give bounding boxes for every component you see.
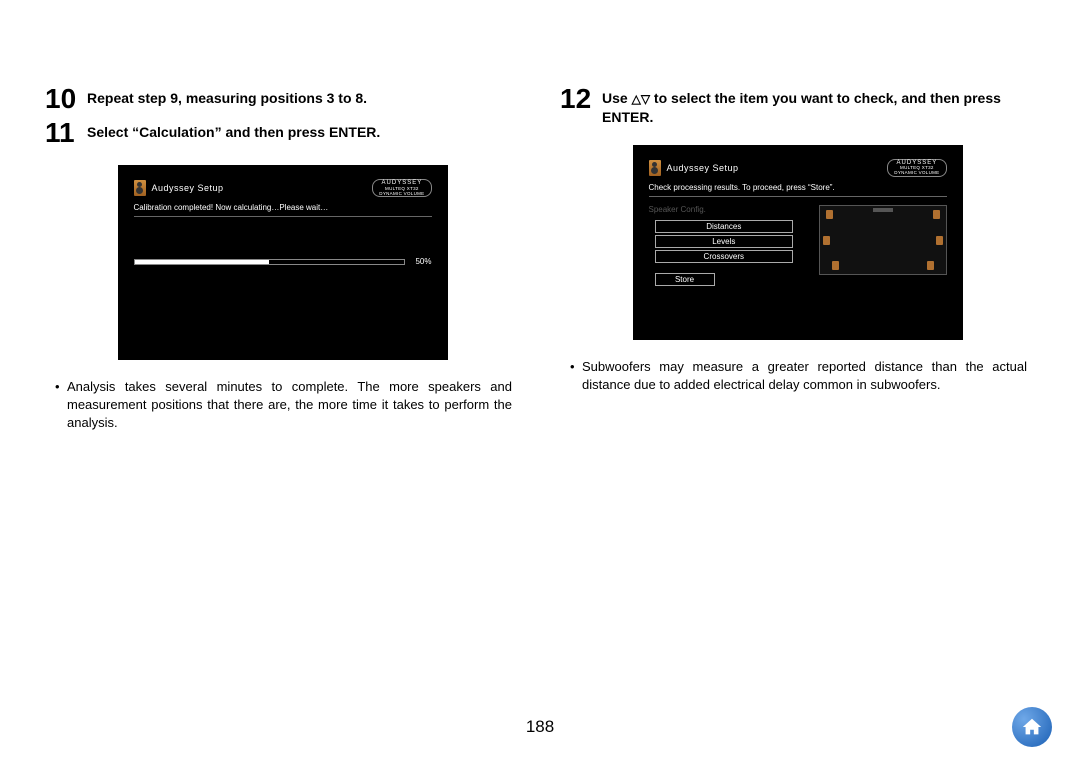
logo-sub2: DYNAMIC VOLUME [379, 192, 424, 197]
speaker-dot [927, 261, 934, 270]
step12-post: to select the item you want to check, an… [602, 90, 1001, 125]
note-wrap: Analysis takes several minutes to comple… [45, 378, 520, 433]
screenshot-header: Audyssey Setup AUDYSSEY MULTEQ XT32 DYNA… [134, 179, 432, 197]
left-column: 10 Repeat step 9, measuring positions 3 … [45, 85, 520, 433]
speaker-icon [134, 180, 146, 196]
up-triangle-icon: △ [632, 91, 641, 107]
analysis-note: Analysis takes several minutes to comple… [53, 378, 512, 433]
screenshot-title: Audyssey Setup [667, 163, 739, 173]
speaker-dot [823, 236, 830, 245]
progress-bar [134, 259, 406, 265]
speaker-layout-diagram [819, 205, 946, 275]
screenshot-subtitle: Calibration completed! Now calculating…P… [134, 203, 432, 212]
step-number: 11 [45, 119, 87, 147]
speaker-dot [933, 210, 940, 219]
step-10: 10 Repeat step 9, measuring positions 3 … [45, 85, 520, 113]
screenshot-title: Audyssey Setup [152, 183, 224, 193]
screenshot-header: Audyssey Setup AUDYSSEY MULTEQ XT32 DYNA… [649, 159, 947, 177]
step-number: 10 [45, 85, 87, 113]
divider [134, 216, 432, 217]
step-11: 11 Select “Calculation” and then press E… [45, 119, 520, 147]
menu-item-distances: Distances [655, 220, 794, 233]
menu-item-levels: Levels [655, 235, 794, 248]
note-wrap: Subwoofers may measure a greater reporte… [560, 358, 1035, 394]
right-column: 12 Use △▽ to select the item you want to… [560, 85, 1035, 433]
audyssey-logo: AUDYSSEY MULTEQ XT32 DYNAMIC VOLUME [887, 159, 946, 177]
home-button[interactable] [1012, 707, 1052, 747]
step12-pre: Use [602, 90, 632, 106]
step-text: Use △▽ to select the item you want to ch… [602, 85, 1035, 127]
screenshot-subtitle: Check processing results. To proceed, pr… [649, 183, 947, 192]
step-number: 12 [560, 85, 602, 113]
results-screenshot: Audyssey Setup AUDYSSEY MULTEQ XT32 DYNA… [633, 145, 963, 340]
store-button: Store [655, 273, 715, 286]
home-icon [1021, 716, 1043, 738]
results-body: Speaker Config. Distances Levels Crossov… [649, 205, 947, 286]
center-speaker [873, 208, 893, 212]
step-12: 12 Use △▽ to select the item you want to… [560, 85, 1035, 127]
progress-label: 50% [415, 257, 431, 266]
audyssey-logo: AUDYSSEY MULTEQ XT32 DYNAMIC VOLUME [372, 179, 431, 197]
step-text: Select “Calculation” and then press ENTE… [87, 119, 380, 142]
step-text: Repeat step 9, measuring positions 3 to … [87, 85, 367, 108]
page-number: 188 [526, 717, 554, 737]
speaker-dot [832, 261, 839, 270]
faded-item: Speaker Config. [649, 205, 800, 214]
speaker-dot [826, 210, 833, 219]
speaker-dot [936, 236, 943, 245]
speaker-icon [649, 160, 661, 176]
divider [649, 196, 947, 197]
progress-row: 50% [134, 257, 432, 266]
menu-item-crossovers: Crossovers [655, 250, 794, 263]
calculation-screenshot: Audyssey Setup AUDYSSEY MULTEQ XT32 DYNA… [118, 165, 448, 360]
logo-sub2: DYNAMIC VOLUME [894, 171, 939, 176]
subwoofer-note: Subwoofers may measure a greater reporte… [568, 358, 1027, 394]
progress-fill [135, 260, 270, 264]
results-menu: Speaker Config. Distances Levels Crossov… [649, 205, 800, 286]
content-columns: 10 Repeat step 9, measuring positions 3 … [45, 85, 1035, 433]
down-triangle-icon: ▽ [641, 91, 650, 107]
